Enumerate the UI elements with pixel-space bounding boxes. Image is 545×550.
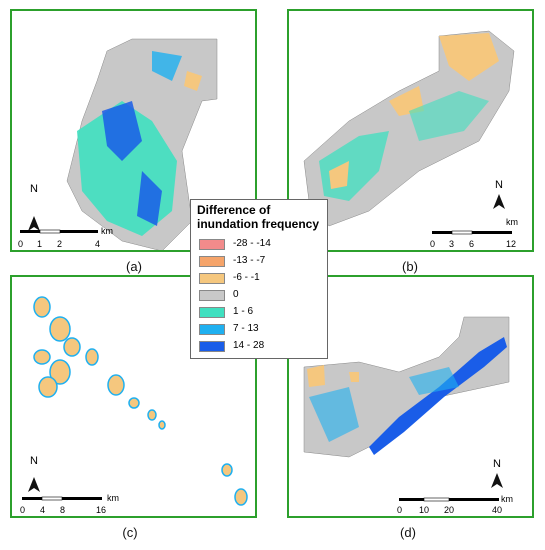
legend-label: -28 - -14 [233,238,271,249]
inundation-a-blue [102,101,162,226]
caption-c: (c) [122,525,138,540]
legend-swatch [199,256,225,267]
map-panel-d: N km 0 10 20 40 [287,275,534,518]
scale-bar-b [432,230,512,235]
inundation-d-cyan [309,367,459,442]
inundation-b-teal-2 [409,91,489,141]
north-label-c: N [30,455,38,467]
north-label-a: N [30,183,38,195]
caption-d: (d) [400,525,416,540]
inundation-a-decrease [184,71,202,91]
north-arrow-a [28,216,40,231]
legend-label: 1 - 6 [233,306,254,317]
scale-bar-c [22,496,102,501]
map-panel-a: N km 0 1 2 4 [10,9,257,252]
north-arrow-b [493,194,505,209]
inundation-c-patches [33,296,248,506]
north-label-d: N [493,458,501,470]
legend-swatch [199,324,225,335]
legend-label: 0 [233,289,239,300]
north-arrow-c [28,477,40,492]
caption-a: (a) [126,259,142,274]
inundation-a-cyan [152,51,182,81]
legend-title: Difference of inundation frequency [197,203,320,231]
legend-label: -6 - -1 [233,272,260,283]
legend-label: -13 - -7 [233,255,266,266]
map-b-canvas [303,30,515,235]
legend-swatch [199,307,225,318]
legend-swatch [199,290,225,301]
caption-b: (b) [402,259,418,274]
scale-bar-a [20,229,98,234]
legend-swatch [199,273,225,284]
legend-label: 14 - 28 [233,340,265,351]
legend-label: 7 - 13 [233,323,259,334]
inundation-d-decrease [307,365,359,387]
north-label-b: N [495,179,503,191]
map-panel-b: N km 0 3 6 12 [287,9,534,252]
legend-swatch [199,239,225,250]
map-c-canvas [22,296,248,506]
legend: Difference of inundation frequency -28 -… [190,199,328,359]
inundation-d-channel [369,337,507,455]
map-a-canvas [20,38,218,250]
map-d-canvas [303,316,510,502]
scale-bar-d [399,497,499,502]
legend-swatch [199,341,225,352]
north-arrow-d [491,473,503,488]
